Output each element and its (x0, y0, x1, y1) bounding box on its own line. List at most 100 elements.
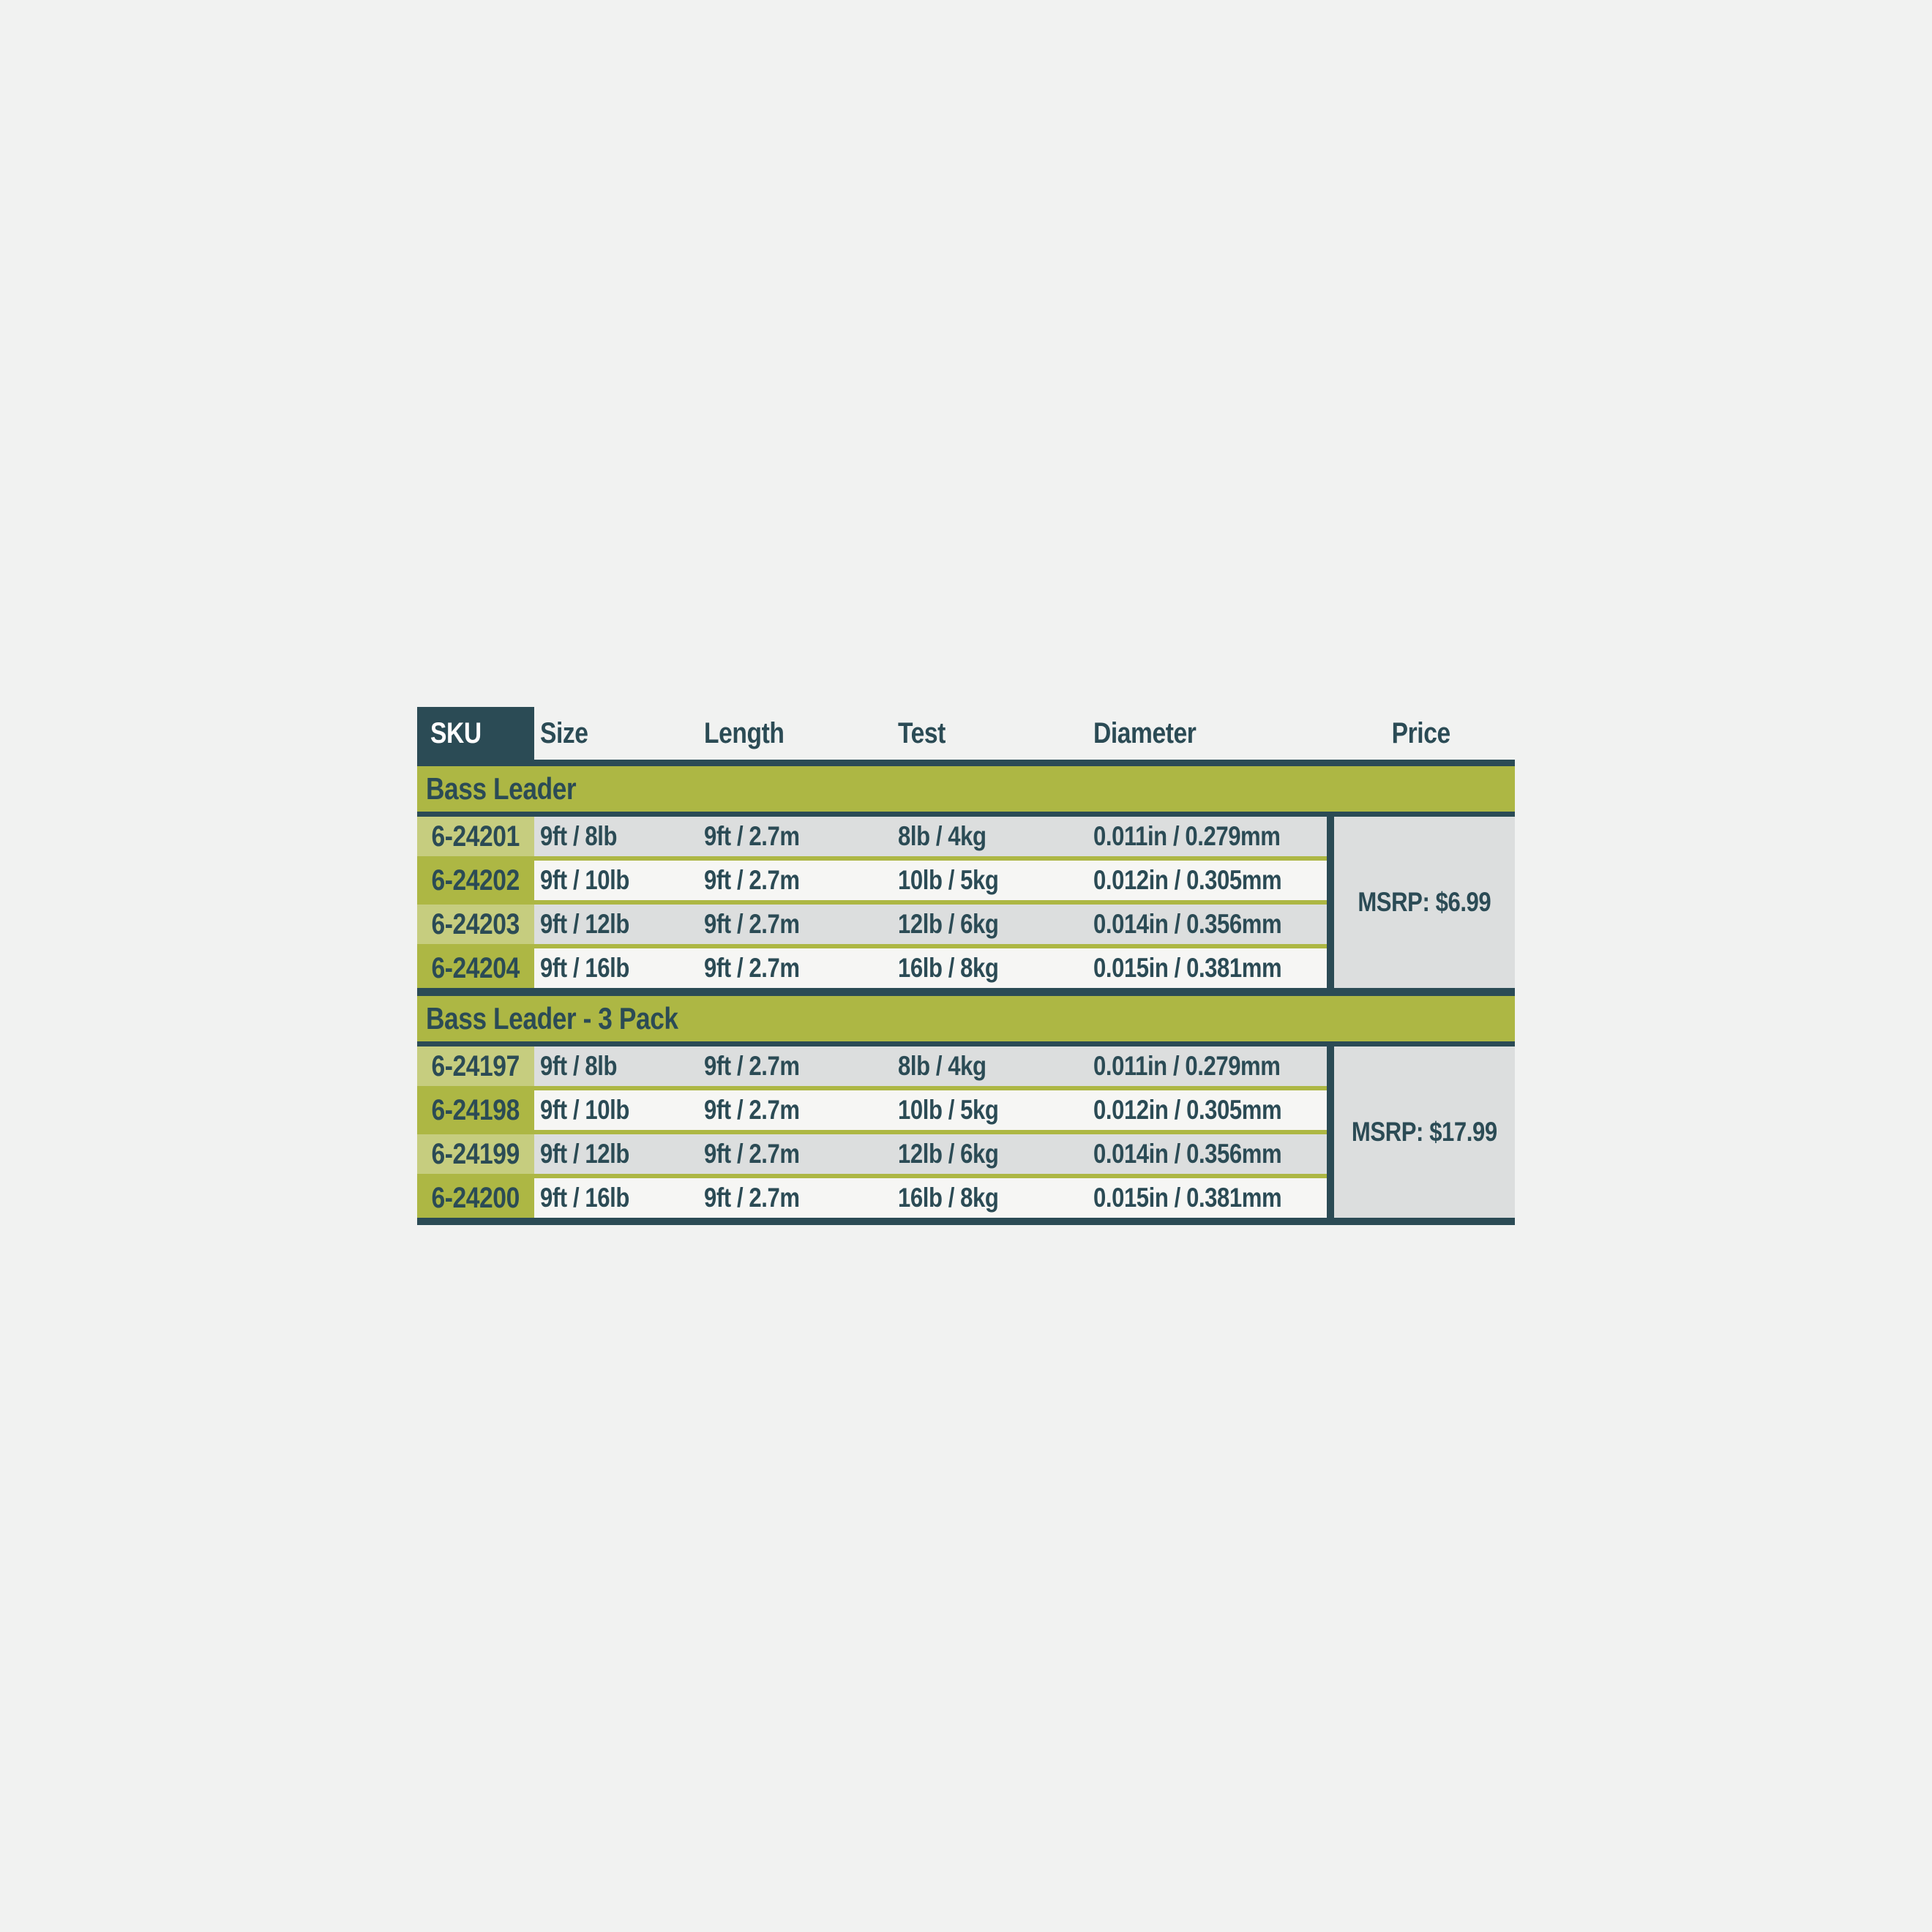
diameter-cell: 0.012in / 0.305mm (1087, 1090, 1327, 1130)
divider-rule-mid (417, 988, 1515, 996)
table-row: 6-24201 9ft / 8lb 9ft / 2.7m 8lb / 4kg 0… (417, 817, 1327, 861)
sku-cell: 6-24199 (417, 1134, 534, 1174)
column-header-test-label: Test (898, 716, 946, 749)
section-rows: 6-24201 9ft / 8lb 9ft / 2.7m 8lb / 4kg 0… (417, 817, 1327, 988)
diameter-cell: 0.011in / 0.279mm (1087, 1046, 1327, 1086)
test-cell: 12lb / 6kg (892, 905, 1087, 944)
sku-value: 6-24203 (431, 907, 520, 940)
column-header-price: Price (1327, 707, 1515, 760)
sku-value: 6-24204 (431, 951, 520, 984)
size-value: 9ft / 8lb (540, 1051, 618, 1081)
column-header-test: Test (892, 707, 1087, 760)
table-row: 6-24200 9ft / 16lb 9ft / 2.7m 16lb / 8kg… (417, 1178, 1327, 1218)
spec-table: SKU Size Length Test Diameter Price Bass… (417, 707, 1515, 1225)
test-cell: 8lb / 4kg (892, 1046, 1087, 1086)
diameter-cell: 0.014in / 0.356mm (1087, 1134, 1327, 1174)
sku-cell: 6-24197 (417, 1046, 534, 1086)
size-cell: 9ft / 12lb (534, 905, 698, 944)
sku-cell: 6-24200 (417, 1178, 534, 1218)
test-value: 12lb / 6kg (898, 909, 999, 939)
length-value: 9ft / 2.7m (704, 1095, 800, 1125)
table-row: 6-24204 9ft / 16lb 9ft / 2.7m 16lb / 8kg… (417, 948, 1327, 988)
size-cell: 9ft / 10lb (534, 1090, 698, 1130)
diameter-cell: 0.015in / 0.381mm (1087, 948, 1327, 988)
test-cell: 10lb / 5kg (892, 861, 1087, 900)
length-cell: 9ft / 2.7m (698, 1134, 892, 1174)
size-value: 9ft / 12lb (540, 1139, 629, 1169)
length-cell: 9ft / 2.7m (698, 905, 892, 944)
section-header-label: Bass Leader (426, 771, 577, 806)
size-cell: 9ft / 10lb (534, 861, 698, 900)
length-value: 9ft / 2.7m (704, 909, 800, 939)
section-header-bass-leader-3-pack: Bass Leader - 3 Pack (417, 996, 1515, 1041)
size-value: 9ft / 10lb (540, 865, 629, 895)
length-value: 9ft / 2.7m (704, 1183, 800, 1213)
size-cell: 9ft / 16lb (534, 1178, 698, 1218)
sku-cell: 6-24204 (417, 948, 534, 988)
column-header-price-label: Price (1391, 716, 1450, 749)
size-cell: 9ft / 8lb (534, 1046, 698, 1086)
section-rows: 6-24197 9ft / 8lb 9ft / 2.7m 8lb / 4kg 0… (417, 1046, 1327, 1218)
sku-value: 6-24200 (431, 1181, 520, 1214)
length-value: 9ft / 2.7m (704, 1139, 800, 1169)
section-header-label: Bass Leader - 3 Pack (426, 1001, 678, 1036)
test-value: 16lb / 8kg (898, 953, 999, 983)
length-value: 9ft / 2.7m (704, 1051, 800, 1081)
test-value: 8lb / 4kg (898, 1051, 986, 1081)
length-value: 9ft / 2.7m (704, 953, 800, 983)
length-value: 9ft / 2.7m (704, 865, 800, 895)
divider-rule-top (417, 760, 1515, 766)
test-cell: 8lb / 4kg (892, 817, 1087, 856)
diameter-value: 0.012in / 0.305mm (1093, 1095, 1282, 1125)
divider-rule (417, 1041, 1515, 1046)
section-body-bass-leader-3-pack: 6-24197 9ft / 8lb 9ft / 2.7m 8lb / 4kg 0… (417, 1046, 1515, 1218)
column-header-length-label: Length (704, 716, 785, 749)
size-cell: 9ft / 16lb (534, 948, 698, 988)
diameter-value: 0.014in / 0.356mm (1093, 909, 1282, 939)
column-header-sku: SKU (417, 707, 534, 760)
sku-cell: 6-24203 (417, 905, 534, 944)
test-cell: 16lb / 8kg (892, 1178, 1087, 1218)
column-header-size: Size (534, 707, 698, 760)
diameter-value: 0.015in / 0.381mm (1093, 1183, 1282, 1213)
column-header-diameter-label: Diameter (1093, 716, 1197, 749)
size-value: 9ft / 12lb (540, 909, 629, 939)
diameter-value: 0.012in / 0.305mm (1093, 865, 1282, 895)
size-value: 9ft / 10lb (540, 1095, 629, 1125)
diameter-cell: 0.014in / 0.356mm (1087, 905, 1327, 944)
size-value: 9ft / 16lb (540, 1183, 629, 1213)
sku-cell: 6-24201 (417, 817, 534, 856)
diameter-value: 0.011in / 0.279mm (1093, 1051, 1281, 1081)
test-cell: 10lb / 5kg (892, 1090, 1087, 1130)
length-cell: 9ft / 2.7m (698, 1178, 892, 1218)
test-value: 10lb / 5kg (898, 865, 999, 895)
table-row: 6-24198 9ft / 10lb 9ft / 2.7m 10lb / 5kg… (417, 1090, 1327, 1134)
test-value: 12lb / 6kg (898, 1139, 999, 1169)
table-row: 6-24197 9ft / 8lb 9ft / 2.7m 8lb / 4kg 0… (417, 1046, 1327, 1090)
length-cell: 9ft / 2.7m (698, 861, 892, 900)
price-cell: MSRP: $6.99 (1334, 817, 1515, 988)
size-value: 9ft / 16lb (540, 953, 629, 983)
divider-rule-bottom (417, 1218, 1515, 1225)
column-header-sku-label: SKU (430, 716, 482, 749)
test-value: 16lb / 8kg (898, 1183, 999, 1213)
table-row: 6-24202 9ft / 10lb 9ft / 2.7m 10lb / 5kg… (417, 861, 1327, 905)
msrp-value: MSRP: $17.99 (1352, 1117, 1497, 1147)
sku-value: 6-24199 (431, 1137, 520, 1170)
test-value: 8lb / 4kg (898, 821, 986, 851)
diameter-cell: 0.012in / 0.305mm (1087, 861, 1327, 900)
size-cell: 9ft / 12lb (534, 1134, 698, 1174)
test-cell: 12lb / 6kg (892, 1134, 1087, 1174)
sku-value: 6-24201 (431, 820, 520, 853)
diameter-value: 0.014in / 0.356mm (1093, 1139, 1282, 1169)
section-body-bass-leader: 6-24201 9ft / 8lb 9ft / 2.7m 8lb / 4kg 0… (417, 817, 1515, 988)
section-header-bass-leader: Bass Leader (417, 766, 1515, 812)
size-value: 9ft / 8lb (540, 821, 618, 851)
test-cell: 16lb / 8kg (892, 948, 1087, 988)
divider-rule (417, 812, 1515, 817)
price-cell: MSRP: $17.99 (1334, 1046, 1515, 1218)
sku-value: 6-24197 (431, 1049, 520, 1082)
length-cell: 9ft / 2.7m (698, 948, 892, 988)
column-header-length: Length (698, 707, 892, 760)
length-value: 9ft / 2.7m (704, 821, 800, 851)
